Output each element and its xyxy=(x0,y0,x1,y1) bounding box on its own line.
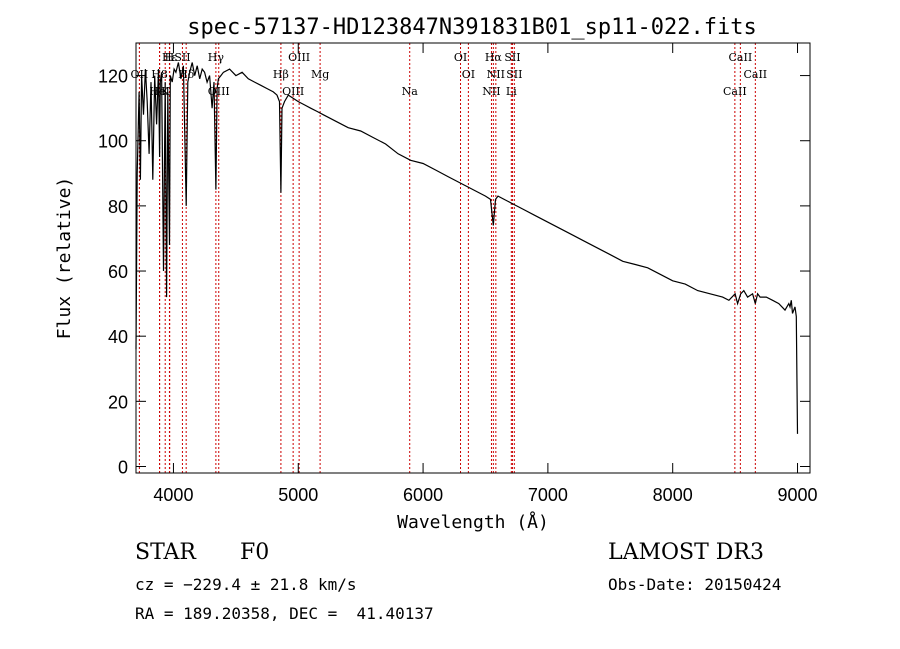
spectrum-line xyxy=(135,62,799,434)
line-label-15: OI xyxy=(454,51,467,64)
line-label-24: CaII xyxy=(729,51,753,64)
line-label-6: SII xyxy=(174,51,190,64)
y-tick-label-2: 40 xyxy=(108,327,128,347)
line-label-9: Hγ xyxy=(208,51,225,64)
x-tick-label-0: 4000 xyxy=(153,485,193,505)
y-tick-label-5: 100 xyxy=(98,132,128,152)
line-label-12: OIII xyxy=(288,51,310,64)
x-tick-label-2: 6000 xyxy=(403,485,443,505)
redshift-cz: cz = −229.4 ± 21.8 km/s xyxy=(135,575,357,594)
y-tick-label-6: 120 xyxy=(98,67,128,87)
y-tick-label-1: 20 xyxy=(108,392,128,412)
chart-title: spec-57137-HD123847N391831B01_sp11-022.f… xyxy=(187,15,757,40)
line-label-3: H xyxy=(165,51,175,64)
line-label-17: NII xyxy=(482,85,500,98)
y-tick-label-4: 80 xyxy=(108,197,128,217)
spectral-line-markers xyxy=(138,43,756,473)
line-label-25: CaII xyxy=(743,68,767,81)
x-tick-label-1: 5000 xyxy=(278,485,318,505)
x-tick-label-5: 9000 xyxy=(777,485,817,505)
line-label-18: Hα xyxy=(485,51,503,64)
x-tick-label-4: 8000 xyxy=(653,485,693,505)
line-label-19: NII xyxy=(487,68,505,81)
line-label-20: Li xyxy=(506,85,517,98)
object-class: STAR xyxy=(135,540,196,565)
y-tick-label-3: 60 xyxy=(108,262,128,282)
line-label-10: Hβ xyxy=(273,68,289,81)
line-label-14: Na xyxy=(402,85,419,98)
line-label-1: H8 xyxy=(151,68,168,81)
line-label-11: OIII xyxy=(282,85,304,98)
plot-frame xyxy=(135,42,811,474)
x-axis-ticks: 4000 5000 6000 7000 8000 9000 xyxy=(153,43,818,505)
line-label-13: Mg xyxy=(311,68,329,81)
x-axis-label: Wavelength (Å) xyxy=(397,511,549,533)
y-axis-ticks: 0 20 40 60 80 100 120 xyxy=(98,67,810,477)
subclass: F0 xyxy=(240,540,270,565)
coordinates: RA = 189.20358, DEC = 41.40137 xyxy=(135,604,434,623)
line-label-4: OII xyxy=(131,68,149,81)
line-label-0: Hε xyxy=(162,51,178,64)
line-label-21: SII xyxy=(504,51,520,64)
survey-name: LAMOST DR3 xyxy=(608,540,764,565)
x-tick-label-3: 7000 xyxy=(528,485,568,505)
line-label-22: SII xyxy=(506,68,522,81)
y-axis-label: Flux (relative) xyxy=(54,177,75,340)
line-label-16: OI xyxy=(462,68,475,81)
spectral-line-labels: HεH8KHOIIHeISIIHδOIIIHγHβOIIIOIIIMgNaOIO… xyxy=(131,51,768,98)
observation-date: Obs-Date: 20150424 xyxy=(608,575,782,594)
line-label-23: CaII xyxy=(723,85,747,98)
y-tick-label-0: 0 xyxy=(118,457,128,477)
